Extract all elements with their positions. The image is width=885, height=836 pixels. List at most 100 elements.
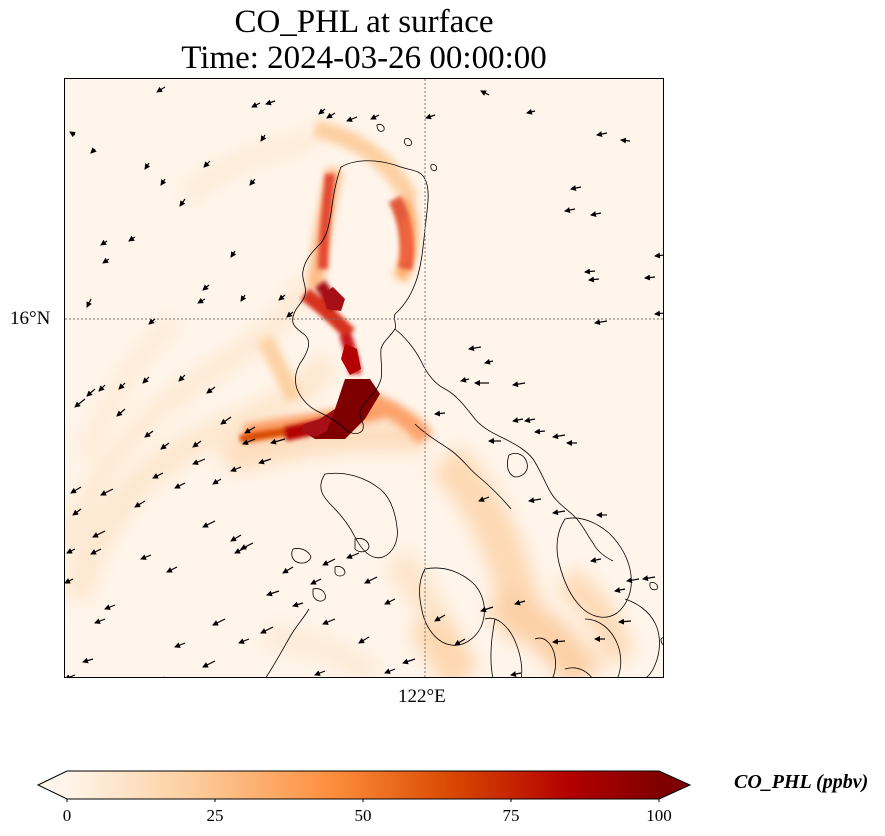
wind-arrow bbox=[65, 674, 76, 677]
wind-arrow bbox=[510, 671, 522, 677]
wind-arrow bbox=[92, 530, 106, 538]
wind-arrow bbox=[570, 185, 582, 191]
wind-arrow bbox=[260, 134, 267, 142]
wind-arrow bbox=[69, 131, 76, 138]
co-concentration-field bbox=[65, 120, 635, 677]
wind-arrow bbox=[480, 606, 494, 613]
wind-arrow bbox=[346, 116, 358, 122]
wind-arrow bbox=[90, 548, 102, 555]
wind-arrow bbox=[140, 554, 152, 560]
wind-arrow bbox=[310, 578, 322, 585]
colorbar-high-extension bbox=[659, 771, 690, 799]
wind-arrow bbox=[160, 178, 167, 186]
wind-arrow bbox=[596, 131, 608, 137]
wind-arrow bbox=[251, 102, 261, 108]
map-subtitle-time: Time: 2024-03-26 00:00:00 bbox=[181, 40, 547, 76]
wind-arrow bbox=[230, 534, 242, 542]
wind-arrow bbox=[142, 376, 150, 384]
wind-arrow bbox=[286, 311, 294, 318]
wind-arrow bbox=[402, 658, 416, 665]
wind-arrow bbox=[258, 458, 272, 465]
wind-arrow bbox=[240, 542, 254, 550]
wind-arrow bbox=[144, 162, 151, 170]
wind-arrow bbox=[160, 442, 170, 450]
wind-arrow bbox=[620, 137, 631, 144]
wind-arrow bbox=[644, 274, 656, 281]
wind-arrow bbox=[278, 294, 286, 301]
colorbar-tick-label: 0 bbox=[62, 806, 72, 825]
wind-arrow bbox=[425, 113, 436, 120]
map-panel[interactable] bbox=[64, 78, 664, 678]
wind-arrow bbox=[244, 426, 256, 434]
map-canvas bbox=[65, 79, 663, 677]
wind-arrow bbox=[526, 108, 536, 115]
wind-arrow bbox=[265, 99, 276, 106]
wind-arrow bbox=[590, 557, 602, 563]
wind-arrow bbox=[480, 90, 490, 96]
wind-arrow bbox=[534, 428, 546, 435]
wind-arrow bbox=[524, 417, 536, 423]
wind-arrow bbox=[460, 376, 470, 383]
wind-arrow bbox=[260, 626, 274, 634]
wind-arrow bbox=[346, 552, 360, 559]
latitude-tick-label: 16°N bbox=[10, 308, 51, 329]
wind-arrow bbox=[564, 207, 576, 213]
wind-arrow bbox=[86, 298, 92, 308]
wind-arrow bbox=[174, 642, 186, 648]
wind-arrow bbox=[512, 381, 526, 388]
wind-arrow bbox=[202, 284, 210, 291]
wind-arrow bbox=[116, 408, 126, 417]
colorbar-gradient bbox=[67, 771, 659, 799]
wind-arrow bbox=[468, 345, 482, 352]
map-title: CO_PHL at surface bbox=[234, 4, 494, 40]
wind-arrow bbox=[202, 520, 216, 528]
wind-arrow bbox=[454, 638, 466, 646]
wind-arrow bbox=[98, 384, 106, 392]
wind-arrow bbox=[90, 147, 97, 154]
wind-arrow bbox=[528, 497, 542, 504]
colorbar bbox=[36, 770, 692, 802]
wind-arrow bbox=[249, 178, 256, 186]
wind-arrow bbox=[152, 472, 164, 479]
wind-arrow bbox=[220, 416, 232, 425]
wind-arrow bbox=[552, 433, 566, 440]
wind-arrow bbox=[326, 112, 336, 119]
colorbar-label: CO_PHL (ppbv) bbox=[734, 771, 869, 793]
wind-arrow bbox=[588, 276, 600, 283]
wind-arrow bbox=[70, 486, 82, 494]
wind-arrow bbox=[86, 388, 96, 397]
wind-arrow bbox=[238, 638, 250, 644]
longitude-tick-label: 122°E bbox=[398, 686, 446, 707]
wind-arrow bbox=[192, 440, 202, 448]
gridlines bbox=[65, 79, 663, 677]
wind-arrow bbox=[156, 86, 166, 93]
wind-arrow bbox=[322, 618, 336, 625]
wind-arrow bbox=[282, 566, 294, 574]
wind-arrow bbox=[654, 252, 663, 259]
wind-arrow bbox=[384, 668, 396, 674]
wind-arrow bbox=[100, 239, 108, 246]
wind-arrow bbox=[212, 478, 222, 485]
wind-arrow bbox=[314, 670, 326, 676]
wind-arrow bbox=[434, 410, 446, 417]
wind-arrow bbox=[322, 558, 336, 566]
wind-arrow bbox=[100, 488, 114, 496]
wind-arrow bbox=[478, 496, 490, 502]
wind-arrow bbox=[614, 587, 626, 593]
wind-arrow bbox=[128, 235, 136, 242]
wind-arrow bbox=[179, 198, 186, 207]
wind-arrow bbox=[242, 438, 256, 445]
wind-arrow bbox=[192, 458, 206, 465]
wind-arrow bbox=[552, 638, 566, 645]
wind-arrow bbox=[72, 508, 82, 516]
coastlines bbox=[265, 123, 663, 677]
wind-arrow bbox=[642, 575, 656, 582]
wind-arrow bbox=[74, 398, 86, 408]
wind-arrow bbox=[65, 578, 74, 584]
wind-arrow bbox=[197, 297, 206, 304]
wind-arrow bbox=[202, 660, 216, 668]
wind-arrow bbox=[174, 482, 186, 489]
wind-arrow bbox=[230, 466, 242, 472]
wind-arrow bbox=[118, 382, 126, 390]
colorbar-low-extension bbox=[38, 771, 67, 799]
